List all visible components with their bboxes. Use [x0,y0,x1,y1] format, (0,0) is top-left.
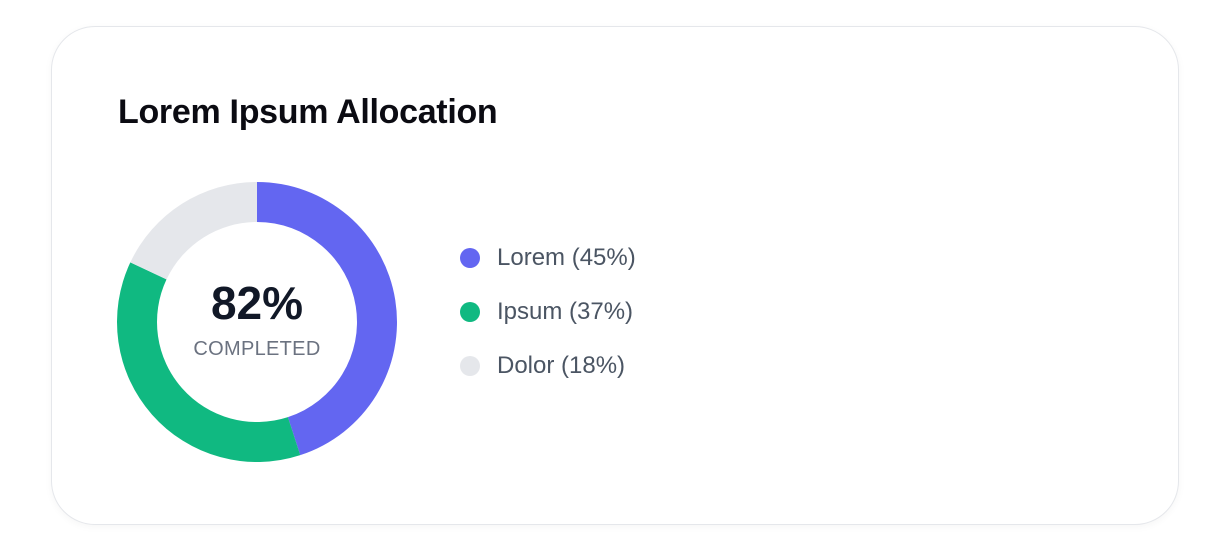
legend-item-ipsum: Ipsum (37%) [460,294,636,330]
donut-chart: 82% COMPLETED [117,182,397,462]
legend-label: Lorem (45%) [497,244,636,271]
card-title: Lorem Ipsum Allocation [118,93,498,131]
donut-slice-dolor [130,182,257,280]
legend-swatch [460,248,480,268]
legend-swatch [460,356,480,376]
allocation-card: Lorem Ipsum Allocation 82% COMPLETED Lor… [51,26,1179,525]
legend-swatch [460,302,480,322]
donut-svg [117,182,397,462]
legend-label: Dolor (18%) [497,352,626,379]
legend-item-dolor: Dolor (18%) [460,348,636,384]
legend-item-lorem: Lorem (45%) [460,240,636,276]
donut-center-value: 82% [210,277,304,329]
chart-legend: Lorem (45%) Ipsum (37%) Dolor (18%) [460,240,636,402]
legend-label: Ipsum (37%) [497,298,634,325]
donut-center-label: COMPLETED [193,338,321,360]
donut-slice-lorem [257,182,397,456]
donut-slice-ipsum [117,262,301,462]
